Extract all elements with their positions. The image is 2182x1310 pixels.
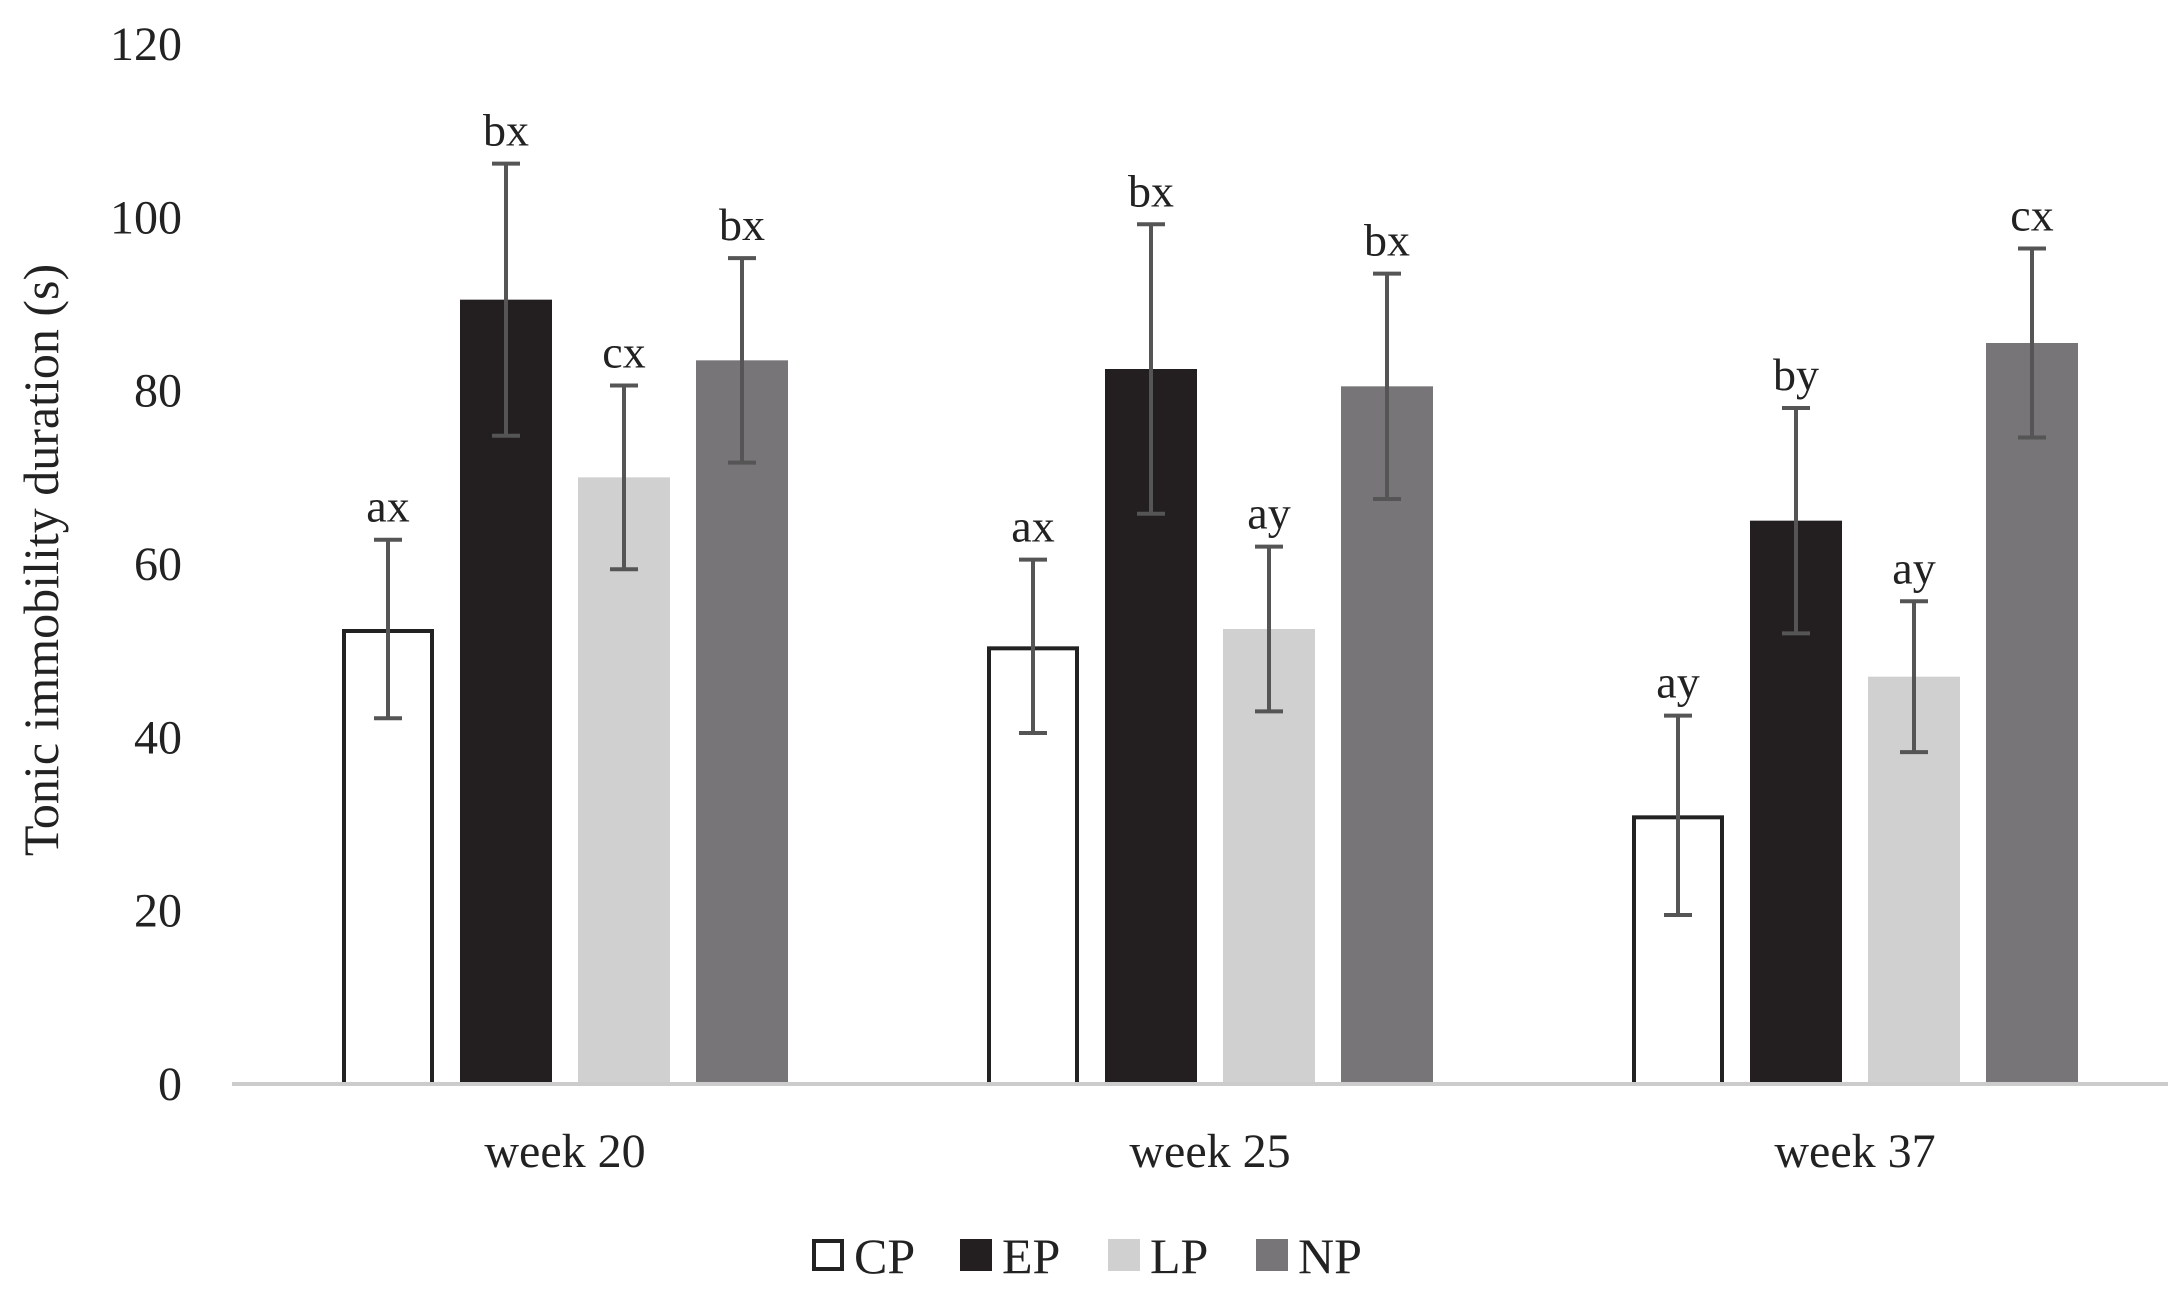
y-axis-ticks: 0 20 40 60 80 100 120: [110, 18, 182, 1111]
legend: CP EP LP NP: [812, 1228, 1362, 1284]
y-tick-label: 40: [134, 711, 182, 764]
error-bar-cp-3: [1664, 713, 1692, 917]
legend-swatch: [1256, 1239, 1288, 1271]
significance-label: ay: [1892, 542, 1935, 593]
error-bar-np-1: [728, 256, 756, 465]
legend-item-np: NP: [1256, 1228, 1362, 1284]
y-tick-label: 120: [110, 18, 182, 71]
error-bar-ep-2: [1137, 222, 1165, 516]
y-tick-label: 20: [134, 885, 182, 938]
error-bar-np-2: [1373, 271, 1401, 501]
significance-label: ay: [1656, 657, 1699, 708]
error-bar-cp-1: [374, 537, 402, 721]
y-tick-label: 100: [110, 191, 182, 244]
error-bars: [374, 161, 2046, 917]
legend-swatch: [960, 1239, 992, 1271]
legend-label: LP: [1150, 1228, 1208, 1284]
x-category-label: week 37: [1774, 1125, 1935, 1178]
error-bar-ep-1: [492, 161, 520, 438]
y-tick-label: 60: [134, 538, 182, 591]
legend-item-cp: CP: [812, 1228, 915, 1284]
significance-label: bx: [1128, 165, 1174, 216]
legend-swatch: [812, 1239, 844, 1271]
x-axis-labels: week 20 week 25 week 37: [484, 1125, 1935, 1178]
significance-label: by: [1773, 349, 1819, 400]
error-bar-lp-2: [1255, 544, 1283, 714]
error-bar-ep-3: [1782, 406, 1810, 636]
y-tick-label: 0: [158, 1058, 182, 1111]
x-category-label: week 25: [1129, 1125, 1290, 1178]
significance-label: cx: [2010, 190, 2053, 241]
error-bar-cp-2: [1019, 557, 1047, 735]
legend-item-lp: LP: [1108, 1228, 1208, 1284]
y-axis-title: Tonic immobility duration (s): [13, 264, 69, 856]
significance-label: bx: [719, 199, 765, 250]
bar-np-1: [696, 360, 788, 1084]
error-bar-lp-3: [1900, 599, 1928, 755]
significance-label: cx: [602, 326, 645, 377]
significance-label: bx: [1364, 215, 1410, 266]
legend-label: EP: [1002, 1228, 1060, 1284]
bar-np-2: [1341, 386, 1433, 1084]
legend-swatch: [1108, 1239, 1140, 1271]
significance-label: bx: [483, 105, 529, 156]
significance-label: ax: [1011, 501, 1054, 552]
legend-label: NP: [1298, 1228, 1362, 1284]
significance-label: ax: [366, 481, 409, 532]
bars: [342, 299, 2078, 1086]
bar-lp-1: [578, 477, 670, 1084]
legend-label: CP: [854, 1228, 915, 1284]
significance-label: ay: [1247, 488, 1290, 539]
x-category-label: week 20: [484, 1125, 645, 1178]
significance-labels: ax ax ay bx bx by cx ay ay bx bx cx: [366, 105, 2053, 708]
bar-np-3: [1986, 343, 2078, 1084]
error-bar-np-3: [2018, 246, 2046, 440]
error-bar-lp-1: [610, 383, 638, 572]
y-tick-label: 80: [134, 365, 182, 418]
legend-item-ep: EP: [960, 1228, 1060, 1284]
